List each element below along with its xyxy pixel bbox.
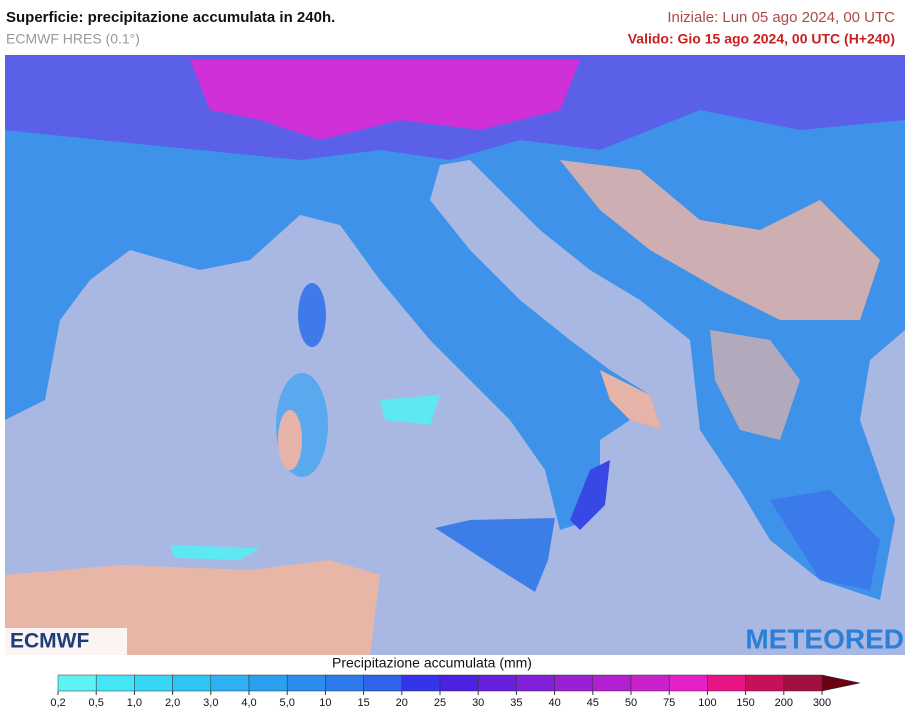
legend-tick-label: 5,0 [280,697,295,709]
legend-swatch [707,674,746,692]
legend-arrow [821,674,861,692]
calabria-rain [570,460,610,530]
legend-swatch [592,674,632,692]
sea-rain [170,545,260,560]
legend-swatch [516,674,555,692]
legend-swatch [57,674,97,692]
legend-tick-label: 25 [434,697,446,709]
legend-swatch [745,674,785,692]
dry-land [560,160,880,320]
legend-tick-label: 2,0 [165,697,180,709]
legend-swatch [134,674,173,692]
legend-swatch [668,674,708,692]
legend-tick-label: 200 [775,697,793,709]
legend-tick-label: 30 [472,697,484,709]
alps-heavy-rain [190,60,580,140]
legend-swatch [630,674,670,692]
legend-tick-label: 4,0 [241,697,256,709]
legend-tick-label: 10 [319,697,331,709]
legend-swatch [554,674,594,692]
corsica [298,283,326,347]
legend-tick-label: 35 [510,697,522,709]
ecmwf-logo: ECMWF [5,628,127,655]
map [5,55,905,655]
land [5,55,905,600]
legend-tick-label: 20 [396,697,408,709]
legend-tick-label: 0,2 [50,697,65,709]
legend-swatch [325,674,364,692]
legend-swatch [248,674,288,692]
title: Superficie: precipitazione accumulata in… [6,9,335,26]
colorbar: 0,2 0,5 1,0 2,0 3,0 4,0 5,0 10 15 20 25 30 35 40 45 50 7… [50,674,861,709]
valid-time: Valido: Gio 15 ago 2024, 00 UTC (H+240) [628,31,895,47]
logo-bg [5,628,127,655]
legend-swatch [439,674,479,692]
meteored-logo: METEORED [745,623,904,654]
legend-tick-label: 45 [587,697,599,709]
puglia-dry [600,370,662,430]
legend-tick-label: 1,0 [127,697,142,709]
legend-swatch [210,674,250,692]
logo-text: ECMWF [10,630,89,653]
sardinia-dry [278,410,302,470]
sea-rain [380,395,440,425]
legend-swatch [363,674,403,692]
legend-swatch [95,674,135,692]
legend-swatch [477,674,517,692]
legend-title: Precipitazione accumulata (mm) [332,655,532,671]
legend-swatch [783,674,823,692]
initial-time: Iniziale: Lun 05 ago 2024, 00 UTC [667,9,895,26]
legend-tick-label: 50 [625,697,637,709]
legend-tick-label: 40 [548,697,560,709]
legend-tick-label: 150 [736,697,754,709]
legend-swatch [172,674,212,692]
sicily [435,518,555,592]
legend-swatch [401,674,441,692]
legend-tick-label: 3,0 [203,697,218,709]
legend-tick-label: 75 [663,697,675,709]
legend-swatch [286,674,326,692]
dry-land [710,330,800,440]
legend-tick-label: 0,5 [89,697,104,709]
model: ECMWF HRES (0.1°) [6,31,140,47]
legend-tick-label: 300 [813,697,831,709]
legend-tick-label: 100 [698,697,716,709]
legend-tick-label: 15 [357,697,369,709]
greece [770,490,880,590]
